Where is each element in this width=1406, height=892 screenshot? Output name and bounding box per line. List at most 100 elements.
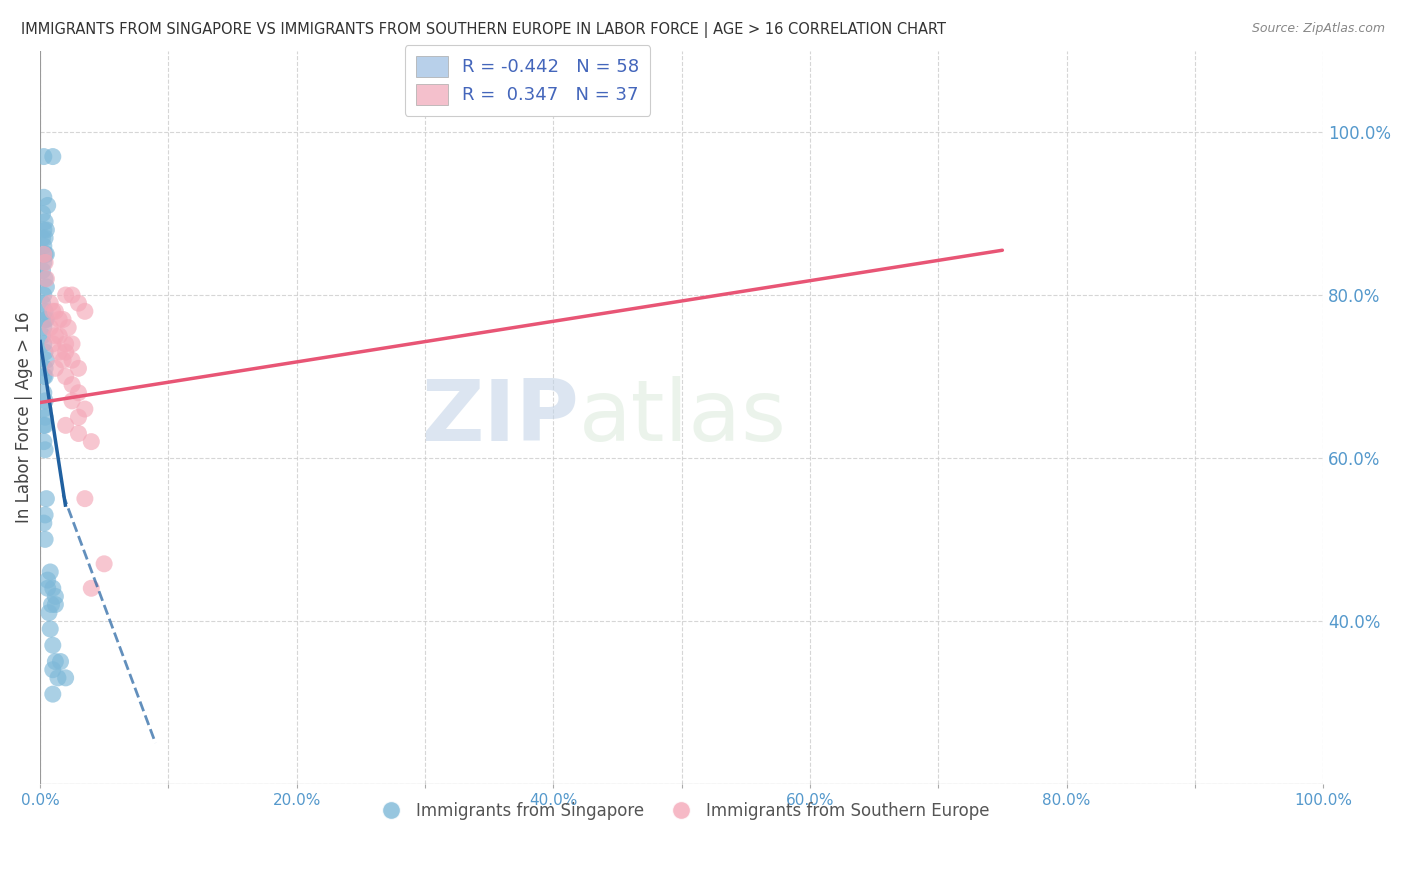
- Point: [80, 581, 103, 595]
- Point: [38, 606, 60, 620]
- Point: [34, 442, 56, 457]
- Point: [44, 590, 66, 604]
- Point: [31, 231, 53, 245]
- Point: [67, 296, 90, 310]
- Point: [44, 328, 66, 343]
- Point: [34, 312, 56, 326]
- Point: [34, 304, 56, 318]
- Point: [37, 198, 59, 212]
- Point: [35, 491, 58, 506]
- Point: [32, 434, 55, 449]
- Point: [31, 263, 53, 277]
- Text: IMMIGRANTS FROM SINGAPORE VS IMMIGRANTS FROM SOUTHERN EUROPE IN LABOR FORCE | AG: IMMIGRANTS FROM SINGAPORE VS IMMIGRANTS …: [21, 22, 946, 38]
- Point: [73, 402, 96, 417]
- Point: [35, 271, 58, 285]
- Point: [34, 255, 56, 269]
- Point: [37, 573, 59, 587]
- Point: [93, 557, 115, 571]
- Point: [35, 247, 58, 261]
- Text: Source: ZipAtlas.com: Source: ZipAtlas.com: [1251, 22, 1385, 36]
- Point: [48, 312, 70, 326]
- Point: [32, 337, 55, 351]
- Point: [32, 418, 55, 433]
- Point: [32, 239, 55, 253]
- Point: [34, 345, 56, 359]
- Point: [32, 369, 55, 384]
- Point: [73, 304, 96, 318]
- Point: [60, 353, 83, 368]
- Point: [31, 328, 53, 343]
- Point: [32, 516, 55, 530]
- Point: [42, 663, 65, 677]
- Point: [55, 337, 77, 351]
- Legend: Immigrants from Singapore, Immigrants from Southern Europe: Immigrants from Singapore, Immigrants fr…: [367, 796, 995, 827]
- Point: [80, 434, 103, 449]
- Point: [34, 247, 56, 261]
- Point: [34, 418, 56, 433]
- Point: [67, 361, 90, 376]
- Point: [32, 255, 55, 269]
- Point: [35, 280, 58, 294]
- Text: ZIP: ZIP: [422, 376, 579, 458]
- Point: [35, 223, 58, 237]
- Point: [55, 671, 77, 685]
- Point: [55, 369, 77, 384]
- Point: [48, 328, 70, 343]
- Point: [44, 304, 66, 318]
- Point: [52, 353, 75, 368]
- Point: [60, 393, 83, 408]
- Point: [32, 247, 55, 261]
- Point: [55, 288, 77, 302]
- Point: [34, 410, 56, 425]
- Point: [44, 361, 66, 376]
- Point: [67, 426, 90, 441]
- Y-axis label: In Labor Force | Age > 16: In Labor Force | Age > 16: [15, 311, 32, 523]
- Point: [32, 150, 55, 164]
- Point: [60, 288, 83, 302]
- Point: [34, 361, 56, 376]
- Point: [39, 320, 62, 334]
- Point: [42, 150, 65, 164]
- Point: [48, 345, 70, 359]
- Point: [34, 393, 56, 408]
- Point: [42, 687, 65, 701]
- Point: [32, 190, 55, 204]
- Point: [31, 296, 53, 310]
- Point: [55, 345, 77, 359]
- Point: [34, 271, 56, 285]
- Point: [58, 320, 80, 334]
- Point: [34, 533, 56, 547]
- Point: [32, 223, 55, 237]
- Point: [37, 581, 59, 595]
- Point: [42, 304, 65, 318]
- Point: [32, 385, 55, 400]
- Point: [42, 638, 65, 652]
- Point: [55, 418, 77, 433]
- Point: [39, 296, 62, 310]
- Point: [34, 369, 56, 384]
- Point: [60, 337, 83, 351]
- Point: [32, 402, 55, 417]
- Point: [44, 655, 66, 669]
- Point: [41, 598, 63, 612]
- Point: [42, 581, 65, 595]
- Point: [32, 288, 55, 302]
- Point: [35, 312, 58, 326]
- Point: [34, 508, 56, 522]
- Point: [31, 206, 53, 220]
- Point: [73, 491, 96, 506]
- Point: [35, 353, 58, 368]
- Point: [34, 215, 56, 229]
- Point: [32, 320, 55, 334]
- Point: [52, 312, 75, 326]
- Point: [39, 622, 62, 636]
- Point: [67, 385, 90, 400]
- Point: [39, 565, 62, 579]
- Point: [42, 337, 65, 351]
- Point: [49, 655, 72, 669]
- Point: [67, 410, 90, 425]
- Text: atlas: atlas: [579, 376, 787, 458]
- Point: [44, 598, 66, 612]
- Point: [46, 671, 69, 685]
- Point: [60, 377, 83, 392]
